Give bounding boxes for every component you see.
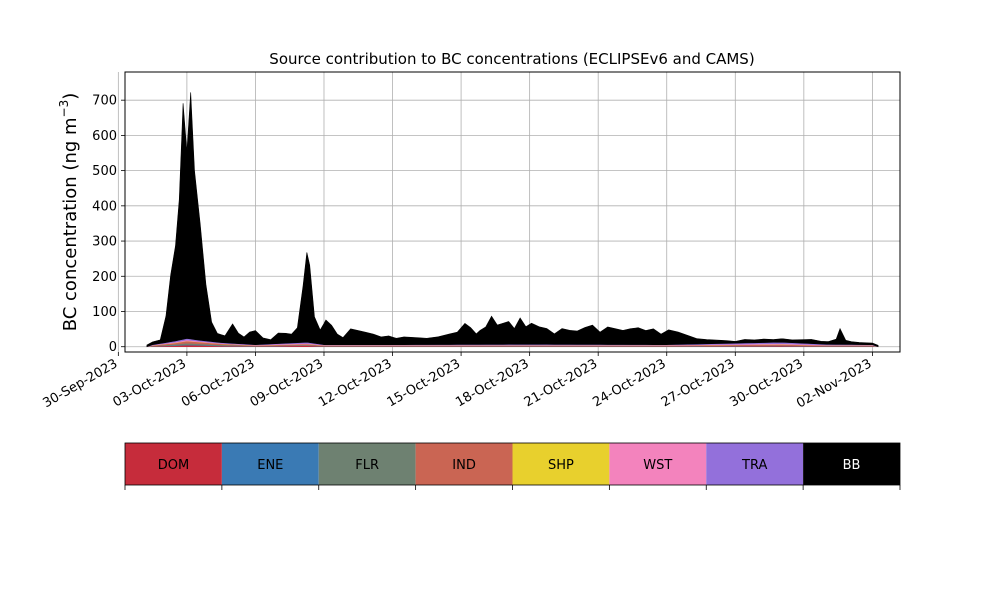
y-tick-label: 400: [92, 199, 117, 214]
legend-label-ind: IND: [452, 458, 476, 473]
legend-swatch-wst: [609, 443, 707, 485]
chart-title: Source contribution to BC concentrations…: [269, 50, 754, 68]
y-axis-label: BC concentration (ng m−3): [57, 93, 81, 332]
legend-label-wst: WST: [643, 458, 672, 473]
y-tick-label: 700: [92, 94, 117, 109]
legend-colorbar: DOM ENE FLR IND SHP WST TRA BB: [124, 442, 901, 490]
axes-frame: [124, 71, 901, 353]
y-tick-label: 600: [92, 129, 117, 144]
y-axis-label-superscript: −3: [57, 100, 71, 118]
y-tick-label: 500: [92, 164, 117, 179]
y-tick-label: 100: [92, 305, 117, 320]
legend-swatch-bb: [803, 443, 900, 485]
legend-swatch-dom: [125, 443, 222, 485]
stacked-areas: [146, 92, 879, 348]
legend-swatch-tra: [706, 443, 804, 485]
legend-label-ene: ENE: [257, 458, 283, 473]
legend-swatch-ind: [415, 443, 513, 485]
y-axis-label-suffix: ): [60, 93, 81, 100]
legend-swatch-shp: [512, 443, 610, 485]
legend-label-bb: BB: [843, 458, 861, 473]
legend-label-shp: SHP: [548, 458, 574, 473]
legend-swatch-flr: [318, 443, 416, 485]
legend-label-tra: TRA: [741, 458, 767, 473]
y-axis: 0 100 200 300 400 500 600 700: [92, 94, 125, 355]
legend-swatch-ene: [221, 443, 319, 485]
y-tick-label: 200: [92, 270, 117, 285]
legend-label-dom: DOM: [158, 458, 189, 473]
area-series-bb: [146, 92, 879, 348]
grid-lines: [117, 72, 900, 352]
legend-label-flr: FLR: [355, 458, 379, 473]
y-axis-label-main: BC concentration (ng m: [60, 117, 81, 331]
y-tick-label: 0: [109, 340, 117, 355]
y-tick-label: 300: [92, 235, 117, 250]
